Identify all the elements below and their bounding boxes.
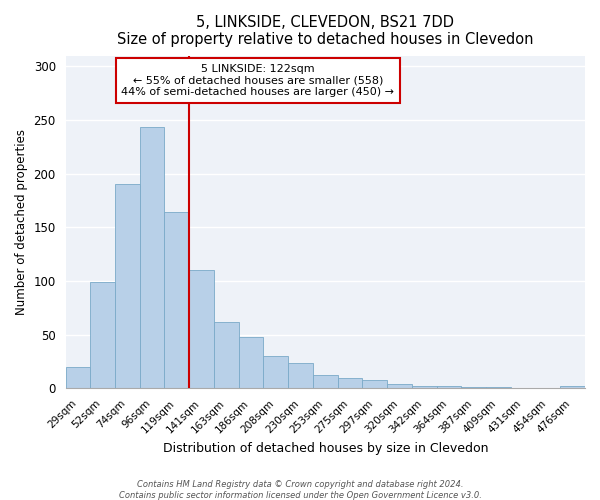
Bar xyxy=(90,282,115,389)
Bar xyxy=(239,337,263,388)
Bar xyxy=(164,212,189,388)
Bar xyxy=(338,378,362,388)
Bar xyxy=(362,380,387,388)
Bar xyxy=(189,270,214,388)
Bar xyxy=(313,374,338,388)
Bar xyxy=(437,386,461,388)
X-axis label: Distribution of detached houses by size in Clevedon: Distribution of detached houses by size … xyxy=(163,442,488,455)
Bar xyxy=(560,386,585,388)
Text: 5 LINKSIDE: 122sqm
← 55% of detached houses are smaller (558)
44% of semi-detach: 5 LINKSIDE: 122sqm ← 55% of detached hou… xyxy=(121,64,394,97)
Bar xyxy=(115,184,140,388)
Bar xyxy=(263,356,288,388)
Bar xyxy=(214,322,239,388)
Bar xyxy=(65,367,90,388)
Bar xyxy=(288,362,313,388)
Bar xyxy=(387,384,412,388)
Y-axis label: Number of detached properties: Number of detached properties xyxy=(15,129,28,315)
Text: Contains HM Land Registry data © Crown copyright and database right 2024.
Contai: Contains HM Land Registry data © Crown c… xyxy=(119,480,481,500)
Bar xyxy=(412,386,437,388)
Title: 5, LINKSIDE, CLEVEDON, BS21 7DD
Size of property relative to detached houses in : 5, LINKSIDE, CLEVEDON, BS21 7DD Size of … xyxy=(117,15,533,48)
Bar xyxy=(140,128,164,388)
